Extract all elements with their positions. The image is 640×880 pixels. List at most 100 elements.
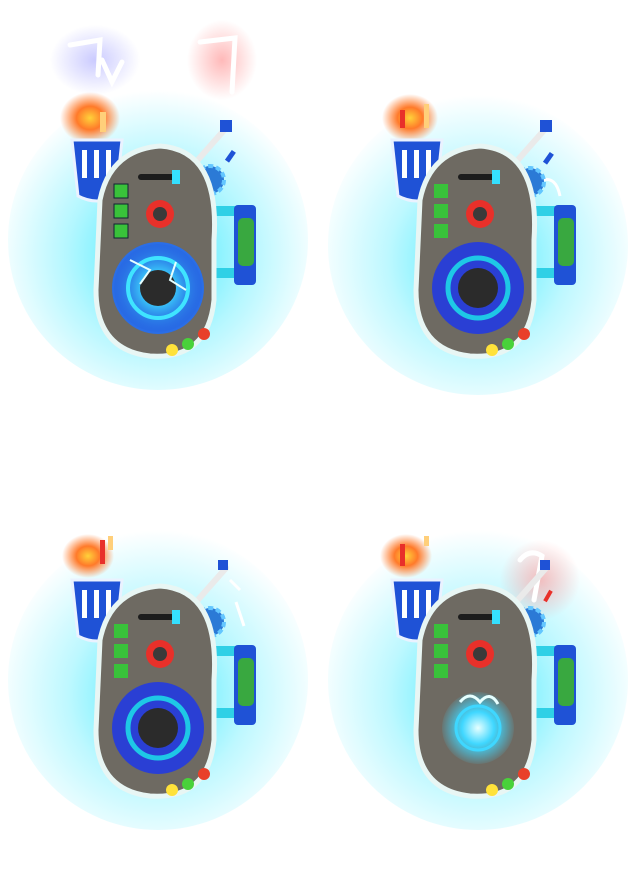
lightning-icon [458,694,500,705]
tank-stripe [402,590,407,618]
machine-sprite [328,94,628,395]
indicator-light [198,768,210,780]
green-button [434,644,448,658]
tank-stripe [106,150,111,178]
green-button [434,664,448,678]
flame-stick [108,536,113,550]
flame-stick [100,540,105,564]
pipe [206,268,246,278]
green-button [114,644,128,658]
flame-icon [380,534,432,578]
red-button-center [153,647,167,661]
machine-sprite [8,20,308,390]
indicator-light [502,778,514,790]
slider-knob [492,170,500,184]
tank-stripe [94,150,99,178]
green-button [434,204,448,218]
tank-stripe [94,590,99,618]
green-button [113,203,129,219]
lightning-icon [129,259,187,291]
tank-stripe [82,590,87,618]
antenna-tip [540,120,552,132]
antenna-tip [540,560,550,570]
red-button-center [153,207,167,221]
green-button [434,184,448,198]
antenna [513,565,549,605]
core-inner-ring [126,256,190,320]
flame-stick [424,536,429,546]
slider-knob [492,610,500,624]
slider-bar [138,614,178,620]
core-energy [442,692,514,764]
indicator-light [166,344,178,356]
green-button [113,183,129,199]
neon-glyph-icon [517,550,545,603]
flame-stick [100,112,106,132]
core-inner-ring [445,255,511,321]
antenna-tip [218,560,228,570]
pipe [526,708,566,718]
indicator-light [182,778,194,790]
green-button [434,624,448,638]
indicator-light [486,784,498,796]
neon-glyph-icon [197,35,238,95]
indicator-light [518,328,530,340]
core-inner-ring [125,695,191,761]
indicator-light [166,784,178,796]
green-tube [238,658,254,706]
antenna [193,125,229,165]
machine-sprite [328,530,628,830]
tank-stripe [414,590,419,618]
red-button-center [473,647,487,661]
pipe [526,206,566,216]
antenna [193,565,229,605]
green-button [114,664,128,678]
flame-stick [400,110,405,128]
flame-stick [400,544,405,566]
flame-stick [424,104,429,128]
glyph-halo [187,20,257,100]
slider-bar [458,174,498,180]
pipe [526,646,566,656]
glyph-halo [50,25,140,95]
steam-icon [228,578,246,627]
green-button [113,223,129,239]
slider-knob [172,610,180,624]
green-tube [558,218,574,266]
red-button-center [473,207,487,221]
antenna-tip [220,120,232,132]
pipe [206,708,246,718]
core-inner-ring [454,704,502,752]
core-center [458,268,498,308]
slider-knob [172,170,180,184]
flame-icon [62,534,114,578]
pipe [526,268,566,278]
spark [543,589,553,603]
spark [224,149,236,163]
frame-3 [0,440,320,880]
spark [542,151,554,165]
pipe [206,206,246,216]
core-center [138,708,178,748]
slider-bar [458,614,498,620]
frame-1 [0,0,320,440]
indicator-light [486,344,498,356]
tank-stripe [426,150,431,178]
tank-stripe [414,150,419,178]
green-button [114,624,128,638]
indicator-light [502,338,514,350]
green-button [434,224,448,238]
flame-icon [60,92,120,144]
frame-2 [320,0,640,440]
antenna [513,125,549,165]
green-tube [558,658,574,706]
green-tube [238,218,254,266]
tank-stripe [402,150,407,178]
flame-icon [382,94,438,142]
indicator-light [198,328,210,340]
core-center [140,270,176,306]
frame-4 [320,440,640,880]
neon-glyph-icon [67,37,125,88]
indicator-light [518,768,530,780]
